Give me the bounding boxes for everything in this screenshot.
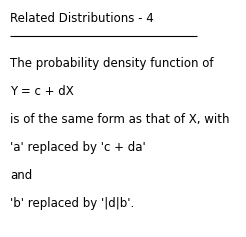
Text: and: and [10, 169, 32, 182]
Text: is of the same form as that of X, with: is of the same form as that of X, with [10, 113, 229, 126]
Text: Y = c + dX: Y = c + dX [10, 85, 74, 98]
Text: The probability density function of: The probability density function of [10, 57, 213, 70]
Text: 'a' replaced by 'c + da': 'a' replaced by 'c + da' [10, 141, 146, 154]
Text: 'b' replaced by '|d|b'.: 'b' replaced by '|d|b'. [10, 197, 134, 210]
Text: Related Distributions - 4: Related Distributions - 4 [10, 12, 154, 25]
